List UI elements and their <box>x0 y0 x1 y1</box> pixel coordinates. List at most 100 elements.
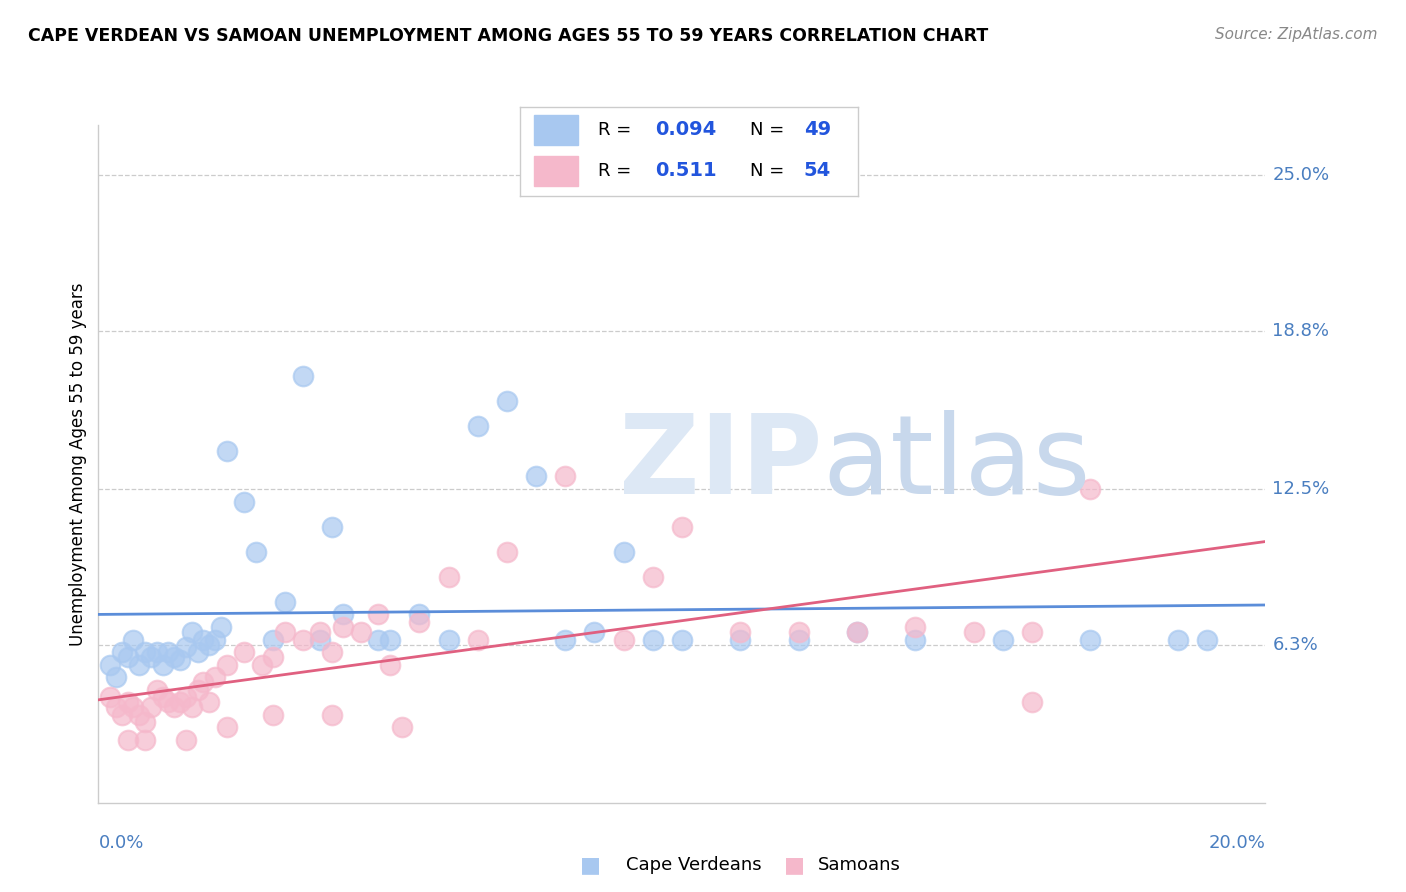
Text: atlas: atlas <box>823 410 1091 517</box>
Text: R =: R = <box>598 161 637 180</box>
Point <box>904 632 927 647</box>
Point <box>350 625 373 640</box>
Point <box>180 625 202 640</box>
Point <box>204 670 226 684</box>
Point <box>524 469 547 483</box>
Point <box>134 715 156 730</box>
Point <box>495 545 517 559</box>
Point <box>332 607 354 622</box>
Point <box>134 645 156 659</box>
Bar <box>534 156 578 186</box>
Point <box>245 545 267 559</box>
Point <box>111 645 134 659</box>
Text: 12.5%: 12.5% <box>1272 480 1330 498</box>
Point <box>321 707 343 722</box>
Point <box>104 700 127 714</box>
Point <box>128 707 150 722</box>
Point <box>193 632 215 647</box>
Point <box>274 625 297 640</box>
Point <box>163 650 186 665</box>
Point <box>198 695 221 709</box>
Point <box>122 632 145 647</box>
Point <box>378 657 402 672</box>
Point <box>209 620 232 634</box>
Text: 0.0%: 0.0% <box>98 834 143 852</box>
Text: R =: R = <box>598 120 637 139</box>
Point <box>139 650 162 665</box>
Point <box>169 695 191 709</box>
Point <box>408 615 430 629</box>
Text: ■: ■ <box>785 855 804 875</box>
Point <box>467 419 489 434</box>
Point <box>291 632 314 647</box>
Text: 25.0%: 25.0% <box>1272 166 1330 184</box>
Point <box>117 695 139 709</box>
Point <box>641 570 664 584</box>
Point <box>367 607 389 622</box>
Point <box>845 625 868 640</box>
Text: N =: N = <box>749 161 790 180</box>
Point <box>193 675 215 690</box>
Point <box>321 519 343 533</box>
Point <box>204 632 226 647</box>
Point <box>612 632 634 647</box>
Point <box>612 545 634 559</box>
Point <box>262 650 284 665</box>
Text: 0.511: 0.511 <box>655 161 717 180</box>
Point <box>139 700 162 714</box>
Point <box>122 700 145 714</box>
Point <box>157 645 180 659</box>
Point <box>291 368 314 383</box>
Point <box>169 653 191 667</box>
Point <box>321 645 343 659</box>
Point <box>233 494 256 508</box>
Text: 18.8%: 18.8% <box>1272 322 1330 340</box>
Point <box>98 657 121 672</box>
Point <box>671 519 693 533</box>
Point <box>215 444 238 458</box>
Text: N =: N = <box>749 120 790 139</box>
Point <box>671 632 693 647</box>
Point <box>157 695 180 709</box>
Text: 6.3%: 6.3% <box>1272 636 1319 654</box>
Point <box>1021 625 1043 640</box>
Point <box>787 625 810 640</box>
Point <box>215 657 238 672</box>
Text: Source: ZipAtlas.com: Source: ZipAtlas.com <box>1215 27 1378 42</box>
Text: ZIP: ZIP <box>619 410 823 517</box>
Point <box>1167 632 1189 647</box>
Point <box>250 657 273 672</box>
Point <box>98 690 121 705</box>
Point <box>991 632 1014 647</box>
Point <box>962 625 984 640</box>
Point <box>495 394 517 409</box>
Point <box>641 632 664 647</box>
Point <box>163 700 186 714</box>
Point <box>117 733 139 747</box>
Text: 49: 49 <box>804 120 831 139</box>
Point <box>904 620 927 634</box>
Text: CAPE VERDEAN VS SAMOAN UNEMPLOYMENT AMONG AGES 55 TO 59 YEARS CORRELATION CHART: CAPE VERDEAN VS SAMOAN UNEMPLOYMENT AMON… <box>28 27 988 45</box>
Point <box>467 632 489 647</box>
Point <box>1021 695 1043 709</box>
Point <box>1080 632 1102 647</box>
Point <box>233 645 256 659</box>
Text: 54: 54 <box>804 161 831 180</box>
Point <box>437 570 460 584</box>
Point <box>174 690 197 705</box>
Point <box>104 670 127 684</box>
Point <box>408 607 430 622</box>
Bar <box>534 115 578 145</box>
Point <box>262 707 284 722</box>
Point <box>332 620 354 634</box>
Point <box>391 721 413 735</box>
Point <box>1080 482 1102 496</box>
Point <box>134 733 156 747</box>
Point <box>437 632 460 647</box>
Point <box>728 625 751 640</box>
Point <box>187 645 209 659</box>
Point <box>187 682 209 697</box>
Point <box>111 707 134 722</box>
Point <box>274 595 297 609</box>
Point <box>309 625 332 640</box>
